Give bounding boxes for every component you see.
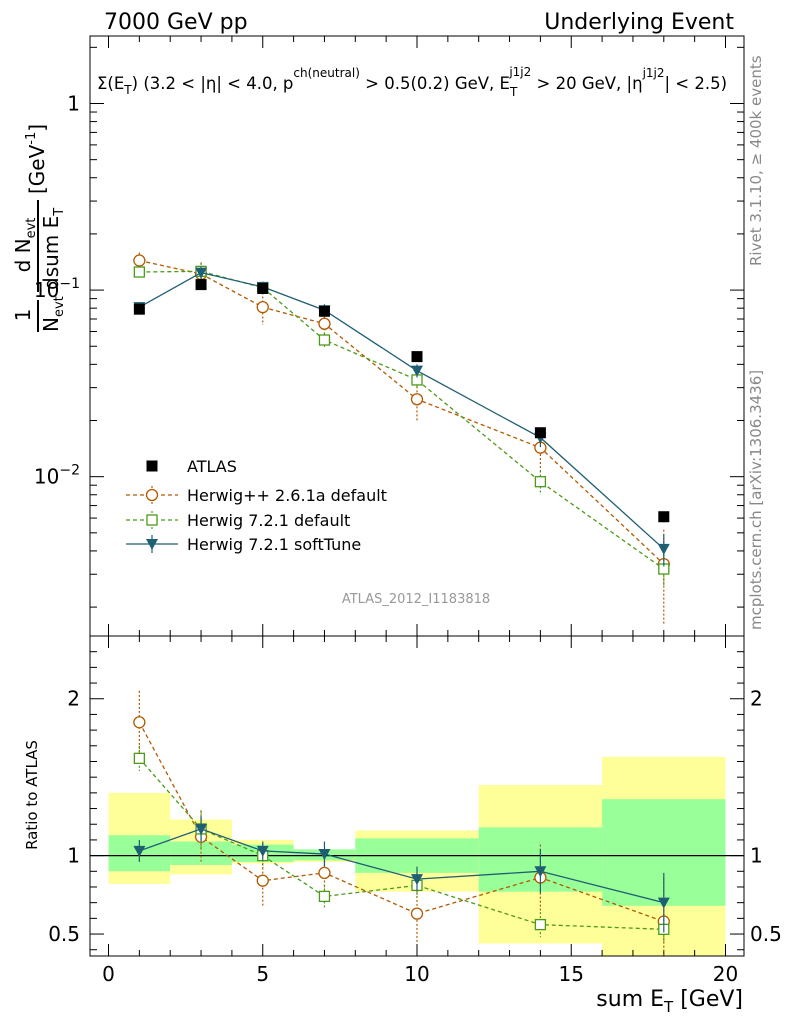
ratio-point [133, 752, 146, 765]
data-point [657, 543, 670, 555]
ratio-uncertainty-bands [90, 756, 744, 956]
x-tick-label: 10 [404, 962, 429, 986]
ratio-tick-label-right: 2 [750, 687, 763, 711]
svg-text:d Nevt: d Nevt [11, 218, 39, 273]
data-point [257, 282, 269, 294]
legend-label: Herwig 7.2.1 softTune [187, 535, 361, 554]
ratio-point [318, 849, 331, 861]
legend-label: ATLAS [187, 457, 237, 476]
y-tick-label: 1 [67, 91, 80, 115]
ratio-point [534, 918, 547, 931]
data-point [658, 511, 670, 523]
legend-marker [146, 539, 158, 550]
ratio-tick-label: 1 [67, 844, 80, 868]
data-point [195, 279, 207, 291]
main-panel-series [133, 252, 670, 626]
ratio-point [410, 907, 424, 920]
legend-label: Herwig 7.2.1 default [187, 511, 350, 530]
series-atlas [133, 279, 670, 523]
ratio-point [133, 716, 146, 729]
rivet-label: Rivet 3.1.10, ≥ 400k events [747, 55, 765, 266]
y-tick-label: 10−1 [34, 276, 80, 302]
x-tick-label: 15 [559, 962, 584, 986]
ratio-tick-label-right: 0.5 [750, 922, 782, 946]
data-point [318, 305, 330, 317]
svg-text:dsum ET: dsum ET [39, 208, 67, 290]
mcplots-label: mcplots.cern.ch [arXiv:1306.3436] [747, 370, 765, 630]
legend-marker [146, 460, 158, 472]
ratio-point [195, 823, 208, 835]
ratio-point [657, 897, 670, 909]
ratio-point [256, 845, 269, 857]
axes-ticks: 0 5 10 15 20 1 10−1 10−2 2 2 1 1 0.5 0.5 [34, 36, 782, 986]
data-point [411, 365, 423, 377]
data-point [534, 427, 546, 439]
svg-text:[GeV-1]: [GeV-1] [24, 124, 49, 194]
ratio-panel-frame [89, 635, 745, 957]
x-tick-label: 0 [102, 962, 115, 986]
ratio-point [133, 845, 146, 857]
analysis-watermark: ATLAS_2012_I1183818 [342, 592, 490, 607]
plot-subtitle: Σ(ET) (3.2 < |η| < 4.0, pch(neutral) > 0… [97, 65, 727, 99]
data-point [195, 267, 208, 279]
svg-text:1: 1 [11, 309, 35, 322]
ratio-tick-label: 2 [67, 687, 80, 711]
series-line [139, 271, 665, 550]
x-tick-label: 20 [713, 962, 738, 986]
data-point [133, 266, 146, 278]
ratio-point [256, 874, 269, 887]
data-point [411, 351, 423, 363]
ratio-point [318, 890, 331, 903]
y-tick-label: 10−2 [34, 463, 80, 489]
data-point [534, 476, 547, 488]
ratio-point [411, 874, 423, 886]
legend-marker [146, 514, 158, 526]
data-point [256, 301, 269, 314]
ratio-tick-label: 0.5 [48, 922, 80, 946]
y-axis-label: 1 Nevt d Nevt dsum ET [GeV-1] [11, 124, 67, 332]
data-point [410, 393, 424, 406]
ratio-point [534, 866, 547, 878]
data-point [318, 317, 331, 330]
data-point [133, 254, 146, 267]
x-tick-label: 5 [256, 962, 269, 986]
data-point [133, 303, 145, 315]
data-point [318, 334, 331, 346]
ratio-tick-label-right: 1 [750, 844, 763, 868]
series-herwig-2-6-1a-default [133, 252, 670, 626]
svg-text:Nevt: Nevt [39, 296, 67, 332]
x-axis-label: sum ET [GeV] [596, 987, 743, 1016]
header-right: Underlying Event [544, 10, 734, 35]
ratio-panel-series [133, 690, 670, 956]
ratio-series-herwig-7-2-1-softtune [133, 816, 670, 933]
ratio-y-label: Ratio to ATLAS [23, 740, 41, 850]
legend: ATLAS Herwig++ 2.6.1a default Herwig 7.2.1… [126, 457, 387, 554]
ratio-point [318, 866, 331, 880]
header-left: 7000 GeV pp [104, 10, 248, 35]
legend-marker [145, 488, 159, 502]
legend-label: Herwig++ 2.6.1a default [187, 486, 387, 505]
